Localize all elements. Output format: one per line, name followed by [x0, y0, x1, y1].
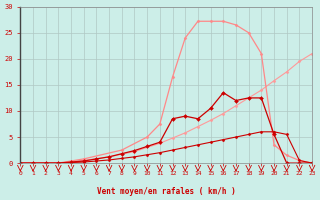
X-axis label: Vent moyen/en rafales ( km/h ): Vent moyen/en rafales ( km/h )	[97, 187, 236, 196]
